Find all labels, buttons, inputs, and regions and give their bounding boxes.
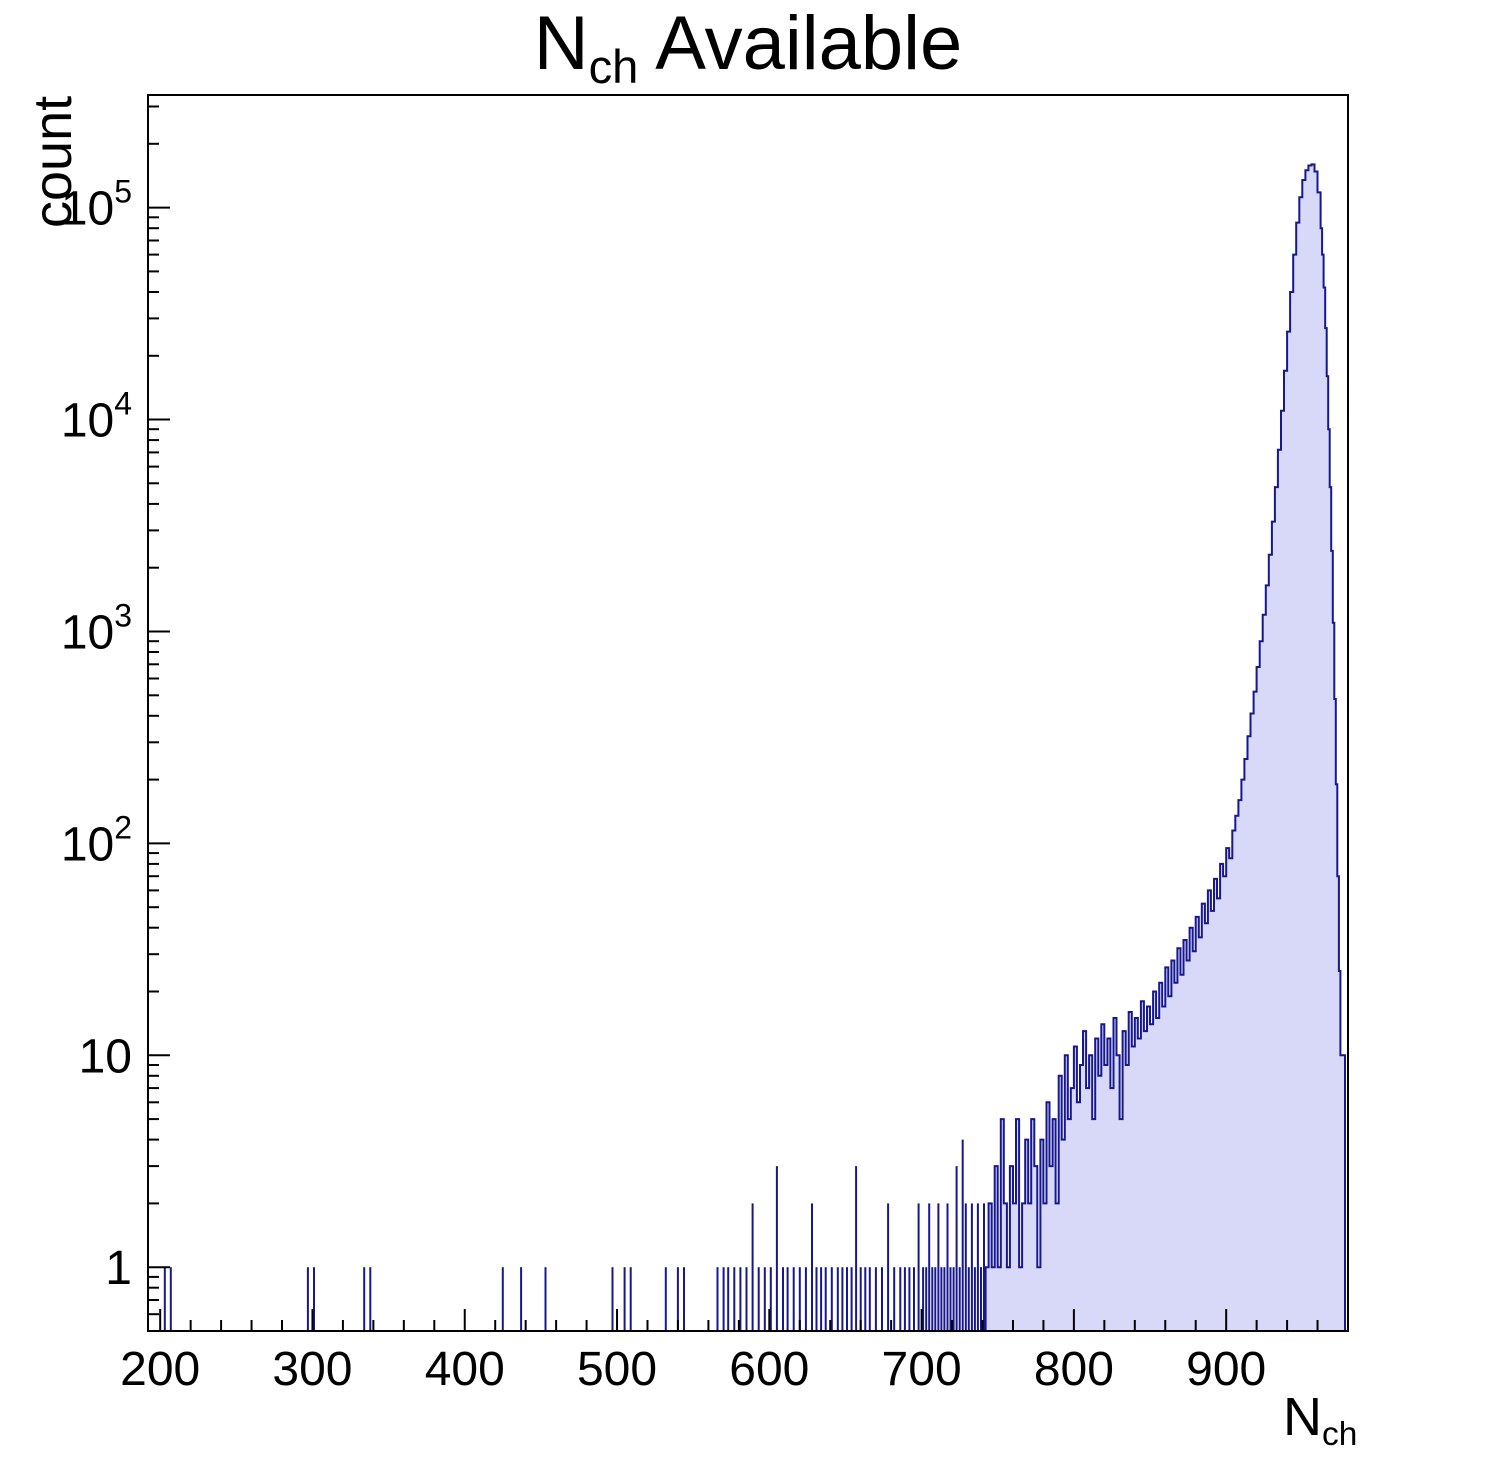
y-tick-label: 102 <box>61 809 132 871</box>
plot-frame <box>147 94 1349 1332</box>
chart-title: Nch Available <box>0 0 1496 94</box>
x-axis-label-main: N <box>1283 1387 1322 1447</box>
y-tick-label: 105 <box>61 174 132 236</box>
x-axis: 200 300 400 500 600 700 800 900 <box>120 1309 1349 1396</box>
x-tick-label: 500 <box>577 1343 657 1396</box>
x-tick-label: 400 <box>425 1343 505 1396</box>
y-axis: 1 10 102 103 104 105 <box>61 105 170 1316</box>
x-tick-label: 900 <box>1186 1343 1266 1396</box>
x-tick-label: 300 <box>272 1343 352 1396</box>
x-tick-label: 800 <box>1034 1343 1114 1396</box>
histogram-series <box>163 163 1346 1332</box>
y-tick-label: 104 <box>61 386 132 448</box>
x-tick-label: 200 <box>120 1343 200 1396</box>
chart-title-subscript: ch <box>588 40 639 94</box>
chart-title-rest: Available <box>638 1 963 86</box>
x-tick-label: 600 <box>729 1343 809 1396</box>
y-tick-label: 1 <box>105 1242 132 1295</box>
chart-title-main: N <box>533 1 589 86</box>
x-tick-label: 700 <box>882 1343 962 1396</box>
y-tick-label: 103 <box>61 598 132 660</box>
x-axis-label-subscript: ch <box>1322 1416 1358 1454</box>
x-axis-label: Nch <box>1283 1386 1357 1454</box>
histogram-envelope <box>984 163 1346 1332</box>
y-tick-label: 10 <box>79 1030 132 1083</box>
